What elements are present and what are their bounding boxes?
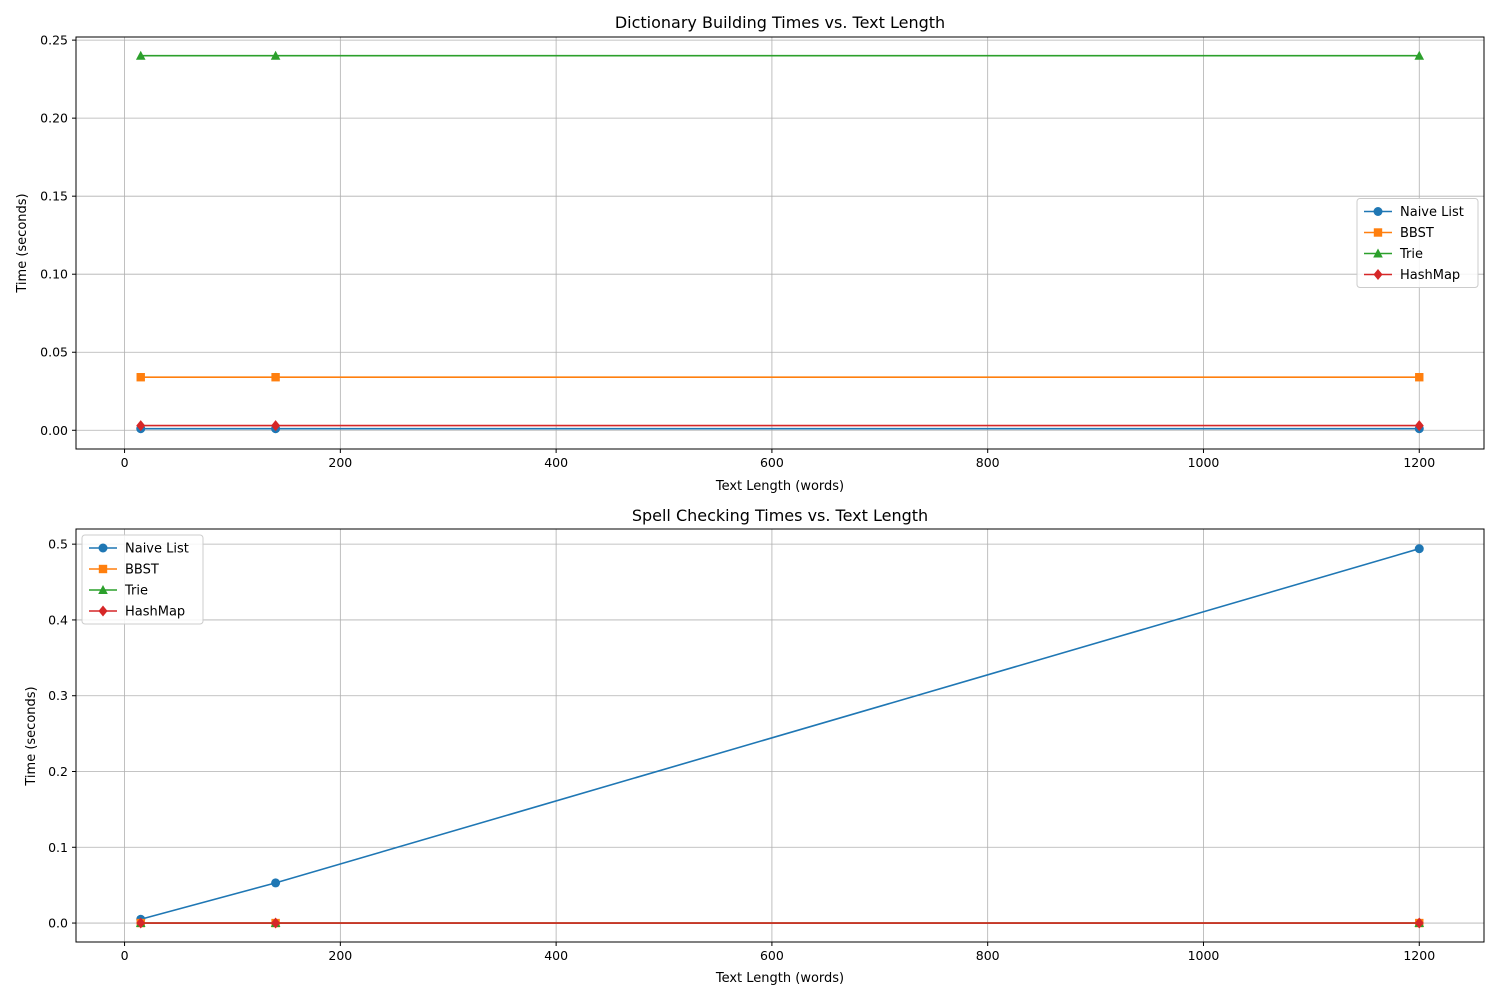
data-point (1414, 917, 1424, 929)
data-point (271, 373, 280, 382)
y-tick-label: 0.25 (40, 33, 68, 48)
series-hashmap (136, 420, 1424, 432)
y-tick-label: 0.5 (48, 537, 68, 552)
data-point (135, 50, 146, 60)
legend-item: HashMap (1364, 268, 1460, 283)
x-axis-label: Text Length (words) (715, 971, 844, 986)
y-axis-label: Time (seconds) (15, 193, 30, 293)
legend-marker (98, 585, 108, 594)
data-point (271, 878, 281, 888)
x-tick-label: 1000 (1188, 455, 1220, 470)
y-tick-label: 0.3 (48, 688, 68, 703)
y-tick-label: 0.1 (48, 840, 68, 855)
x-tick-label: 800 (976, 948, 1000, 963)
legend-item: Naive List (1364, 205, 1464, 220)
data-point (136, 917, 146, 929)
y-tick-label: 0.15 (40, 189, 68, 204)
spell-checking-chart: Spell Checking Times vs. Text Length Tex… (24, 506, 1485, 986)
data-point (1414, 420, 1424, 432)
legend: Naive List BBST Trie HashMap (81, 534, 204, 625)
y-tick-label: 0.0 (48, 916, 68, 931)
legend-item: HashMap (89, 605, 185, 620)
plot-frame (75, 528, 1485, 943)
x-tick-label: 200 (328, 948, 352, 963)
x-tick-label: 600 (760, 948, 784, 963)
series-line (140, 547, 1420, 921)
data-point (271, 420, 281, 432)
x-tick-label: 0 (121, 455, 129, 470)
data-point (1414, 544, 1424, 554)
x-tick-label: 1200 (1403, 948, 1435, 963)
series-bbst (136, 373, 1424, 382)
series-naive-list (136, 544, 1424, 924)
data-point (1414, 50, 1425, 60)
legend-marker (98, 543, 108, 553)
legend-item: Trie (89, 584, 148, 599)
legend-marker (98, 564, 108, 574)
plot-frame (75, 36, 1485, 450)
data-point (271, 917, 281, 929)
legend-item: BBST (1364, 226, 1434, 241)
x-tick-label: 800 (976, 455, 1000, 470)
legend-item: Naive List (89, 542, 189, 557)
legend-label: HashMap (125, 605, 185, 620)
legend-label: BBST (125, 563, 159, 578)
data-point (136, 420, 146, 432)
legend-box (1356, 198, 1479, 288)
x-axis-label: Text Length (words) (715, 479, 844, 494)
y-axis-label: Time (seconds) (24, 686, 39, 786)
legend-label: Trie (124, 584, 148, 599)
legend-item: Trie (1364, 247, 1423, 262)
y-tick-label: 0.10 (40, 267, 68, 282)
chart-title: Spell Checking Times vs. Text Length (632, 506, 928, 525)
x-tick-label: 600 (760, 455, 784, 470)
data-point (136, 373, 145, 382)
y-tick-label: 0.20 (40, 111, 68, 126)
data-point (1415, 373, 1424, 382)
series-hashmap (136, 917, 1424, 929)
legend-label: Naive List (1400, 205, 1464, 220)
x-tick-label: 200 (328, 455, 352, 470)
legend-label: BBST (1400, 226, 1434, 241)
legend: Naive List BBST Trie HashMap (1356, 198, 1479, 288)
series-trie (135, 50, 1425, 60)
legend-marker (98, 605, 108, 617)
data-point (270, 50, 281, 60)
legend-marker (1373, 207, 1383, 216)
x-tick-label: 400 (544, 948, 568, 963)
legend-marker (1373, 248, 1383, 258)
x-tick-label: 1200 (1403, 455, 1435, 470)
y-tick-label: 0.05 (40, 345, 68, 360)
legend-box (81, 534, 204, 625)
legend-label: Trie (1399, 247, 1423, 262)
legend-label: Naive List (125, 542, 189, 557)
grid (76, 37, 1484, 449)
legend-marker (1373, 228, 1383, 237)
legend-label: HashMap (1400, 268, 1460, 283)
x-tick-label: 0 (121, 948, 129, 963)
y-tick-label: 0.2 (48, 764, 68, 779)
x-tick-label: 1000 (1188, 948, 1220, 963)
legend-marker (1373, 269, 1383, 280)
chart-title: Dictionary Building Times vs. Text Lengt… (615, 13, 945, 32)
y-tick-label: 0.4 (48, 612, 68, 627)
legend-item: BBST (89, 563, 159, 578)
y-tick-label: 0.00 (40, 423, 68, 438)
x-tick-label: 400 (544, 455, 568, 470)
dictionary-building-chart: Dictionary Building Times vs. Text Lengt… (15, 13, 1485, 494)
